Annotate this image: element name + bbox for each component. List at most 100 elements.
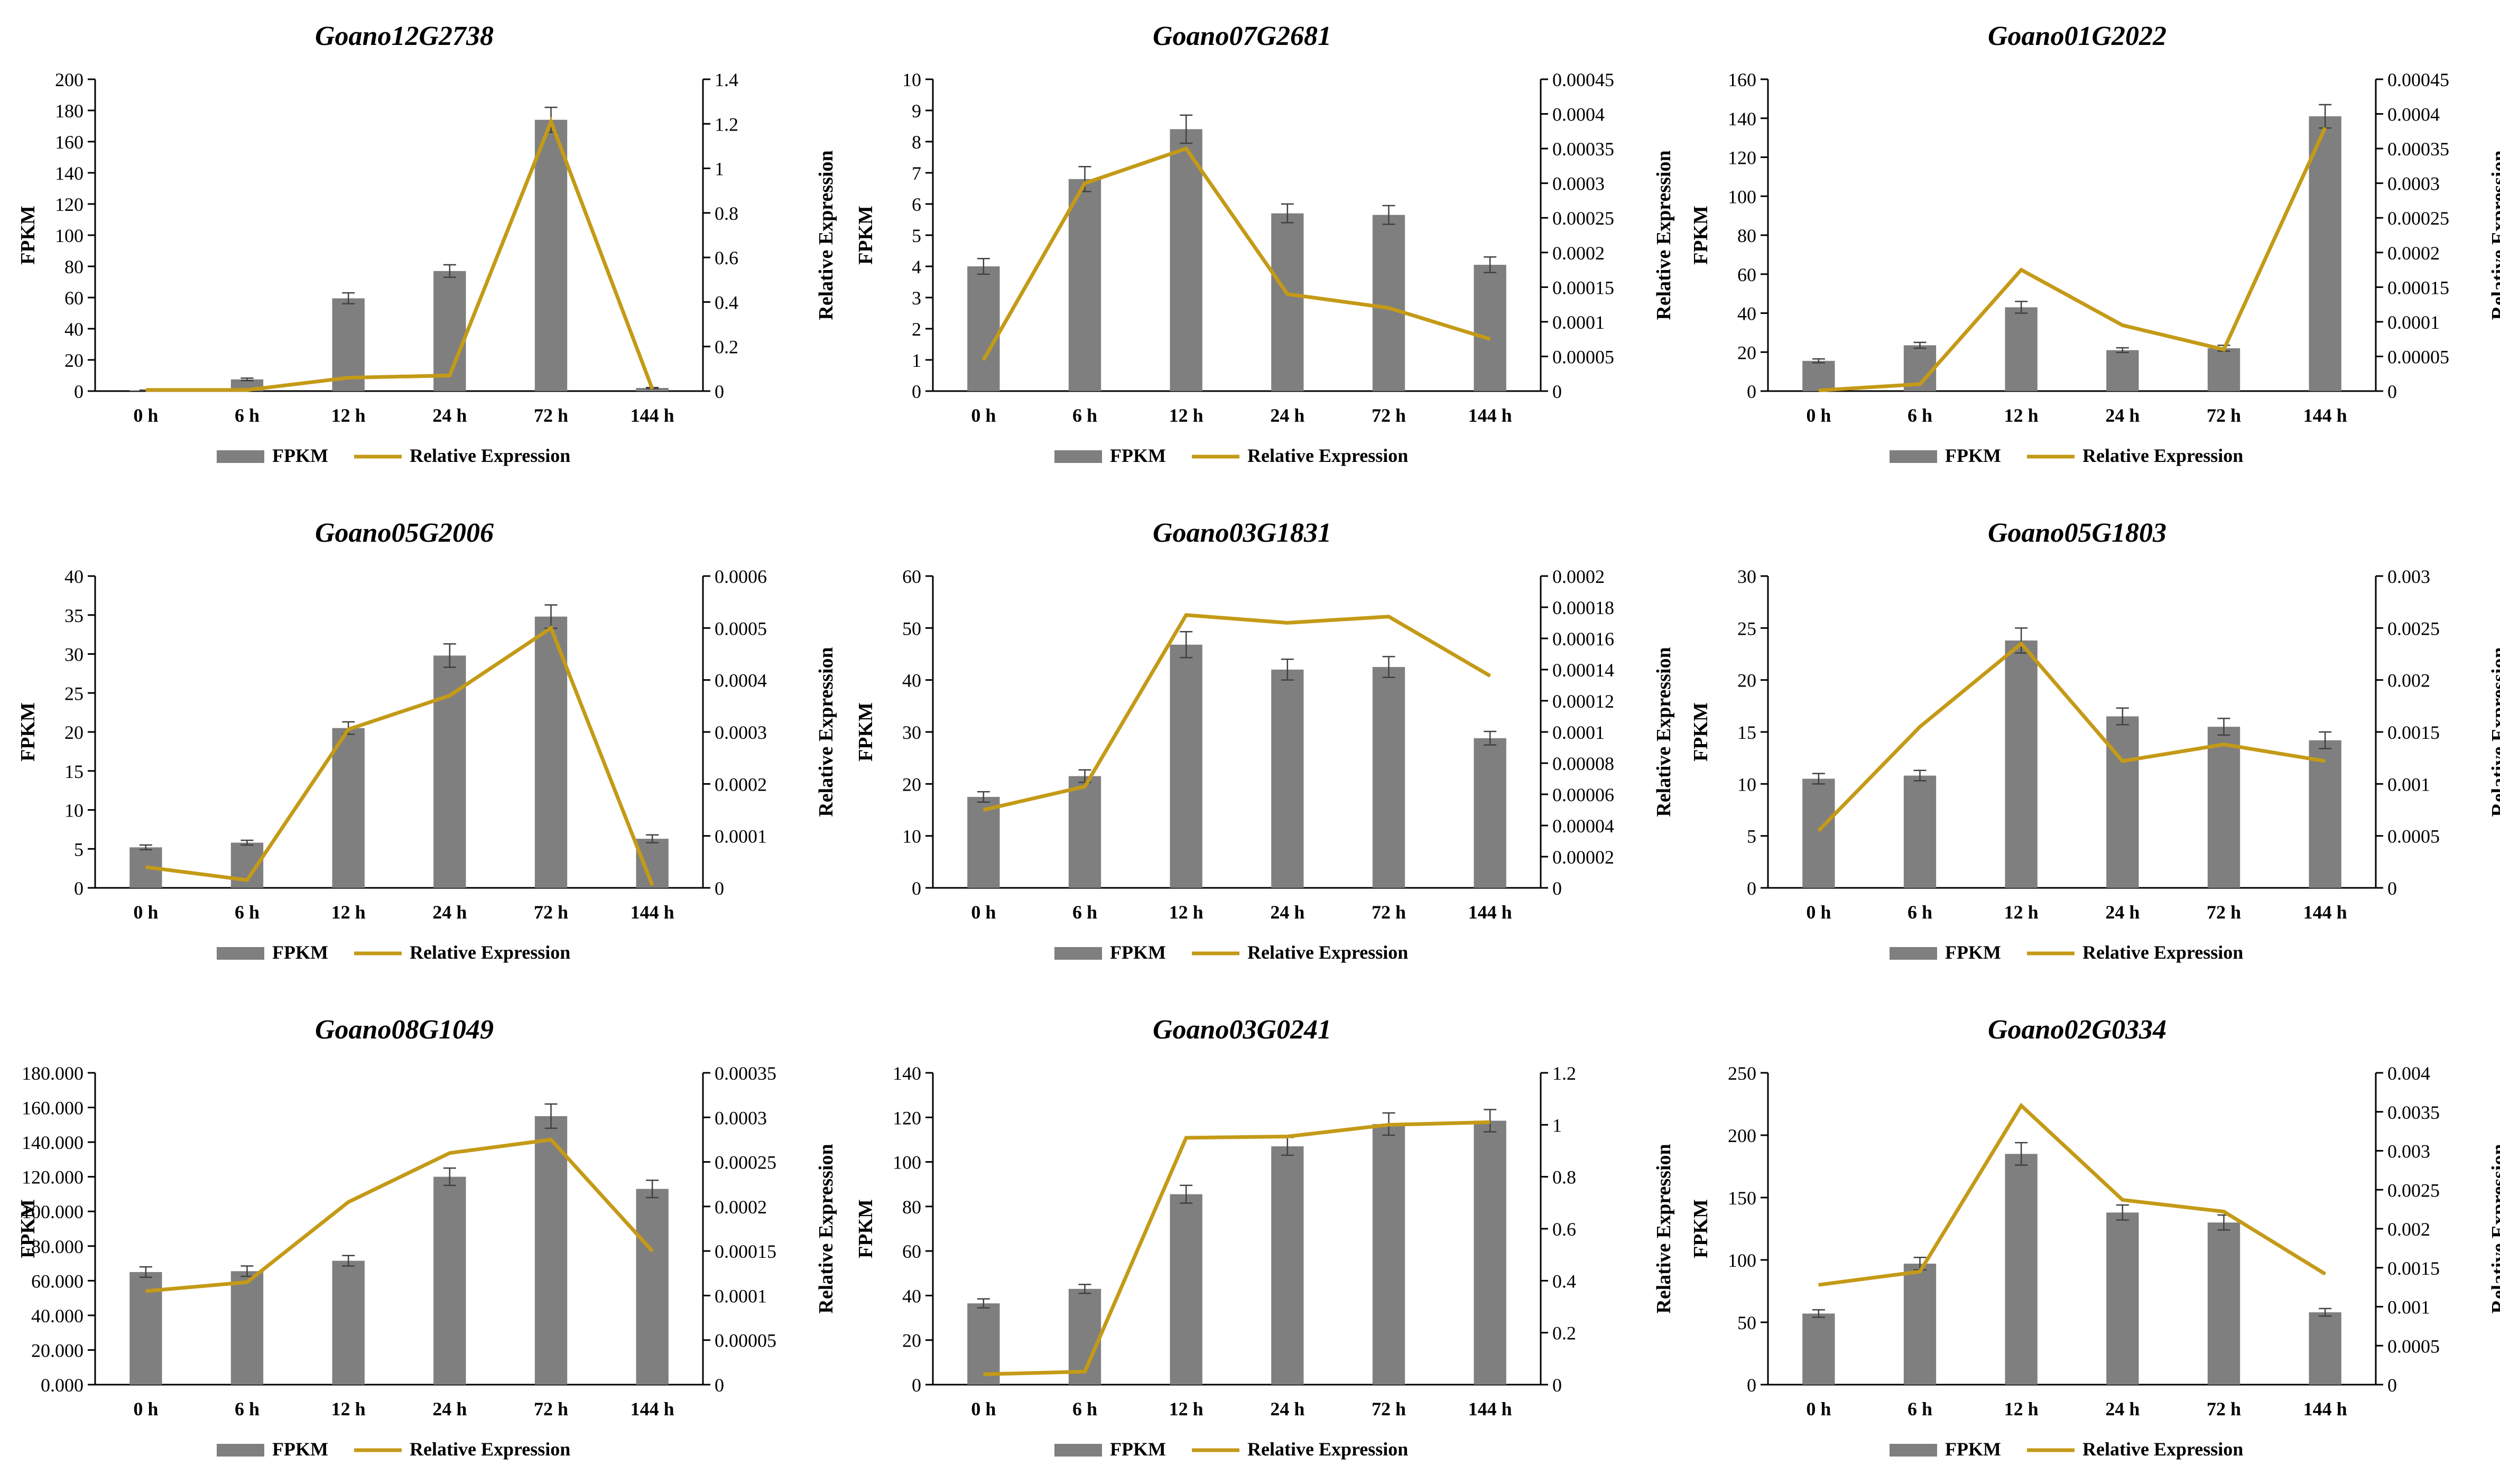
- bar-0h: [1802, 778, 1835, 888]
- y-axis-label: FPKM: [1690, 702, 1712, 762]
- relative-expression-line: [983, 613, 1491, 812]
- right-tick-label: 0.0004: [2387, 104, 2440, 125]
- bar-6h: [1068, 776, 1101, 888]
- right-tick-label: 0.001: [2387, 1297, 2430, 1318]
- left-tick-label: 60: [64, 287, 84, 309]
- line-point-0h: [1818, 389, 1819, 391]
- x-tick-label: 6 h: [1072, 902, 1097, 923]
- bar-24h: [2106, 1212, 2139, 1385]
- x-tick-label: 6 h: [1072, 405, 1097, 426]
- left-tick-label: 20: [64, 722, 84, 743]
- right-tick-label: 0.0002: [1552, 243, 1605, 264]
- relative-expression-line: [1818, 1102, 2327, 1287]
- line-point-24h: [449, 695, 450, 697]
- bar-6h: [230, 1271, 264, 1385]
- left-tick-label: 9: [912, 100, 921, 122]
- line-point-144h: [652, 885, 653, 886]
- y2-axis-label: Relative Expression: [1653, 647, 1675, 817]
- right-tick-label: 0: [1552, 381, 1562, 402]
- x-tick-label: 24 h: [1270, 1398, 1304, 1420]
- right-tick-label: 0.0005: [715, 618, 767, 639]
- left-tick-label: 120.000: [22, 1167, 84, 1188]
- x-tick-label: 0 h: [1806, 902, 1831, 923]
- left-tick-label: 100: [1728, 1250, 1756, 1271]
- line-point-6h: [246, 1282, 248, 1283]
- left-tick-label: 30: [64, 644, 84, 665]
- line-point-12h: [1186, 1137, 1187, 1138]
- right-tick-label: 0.0025: [2387, 618, 2440, 639]
- x-tick-label: 72 h: [1372, 902, 1406, 923]
- right-tick-label: 1.4: [715, 69, 738, 90]
- x-tick-label: 144 h: [2303, 405, 2347, 426]
- right-tick-label: 0.0002: [715, 1197, 767, 1218]
- left-tick-label: 6: [912, 194, 921, 215]
- line-point-144h: [1489, 338, 1491, 340]
- line-point-72h: [550, 627, 552, 629]
- legend-fpkm-swatch: [1054, 947, 1102, 960]
- right-tick-label: 0.00008: [1552, 753, 1614, 774]
- chart-title: Goano07G2681: [1153, 21, 1331, 51]
- left-tick-label: 20.000: [31, 1340, 84, 1361]
- right-tick-label: 0: [715, 1375, 724, 1396]
- bar-12h: [332, 728, 365, 888]
- right-tick-label: 1: [715, 159, 724, 180]
- left-tick-label: 0: [912, 381, 921, 402]
- right-tick-label: 0.2: [715, 337, 738, 358]
- left-tick-label: 140: [893, 1063, 921, 1084]
- left-tick-label: 140: [55, 163, 84, 184]
- right-tick-label: 0.003: [2387, 566, 2430, 587]
- bar-12h: [2005, 640, 2038, 888]
- left-tick-label: 160: [55, 132, 84, 153]
- right-tick-label: 0: [715, 381, 724, 402]
- left-tick-label: 25: [1737, 618, 1756, 639]
- chart-panel-7: Goano08G10490.00020.00040.00060.00080.00…: [17, 1015, 837, 1460]
- x-tick-label: 24 h: [432, 1398, 467, 1420]
- right-tick-label: 0.00035: [1552, 138, 1614, 160]
- legend-fpkm-swatch: [217, 1444, 264, 1457]
- relative-expression-line: [145, 116, 654, 392]
- right-tick-label: 0.0001: [1552, 722, 1605, 743]
- right-tick-label: 0.0035: [2387, 1102, 2440, 1123]
- x-tick-label: 6 h: [1908, 902, 1932, 923]
- legend-fpkm-label: FPKM: [272, 942, 328, 963]
- right-tick-label: 0.00015: [1552, 277, 1614, 298]
- left-tick-label: 160: [1728, 69, 1756, 90]
- line-point-144h: [652, 1250, 653, 1252]
- left-tick-label: 80.000: [31, 1236, 84, 1257]
- x-tick-label: 24 h: [432, 902, 467, 923]
- line-point-6h: [1919, 726, 1921, 728]
- bar-24h: [1271, 213, 1304, 391]
- line-point-12h: [2021, 1105, 2022, 1106]
- right-tick-label: 0: [1552, 1375, 1562, 1396]
- chart-panel-6: Goano05G1803 0 5 10 15 20 25 30 0 0.0005 0.001 0.00…: [1690, 518, 2500, 963]
- chart-panel-3: Goano01G2022 0 20 40 60 80 100 120 140 160 0 0.0000…: [1690, 21, 2500, 466]
- x-tick-label: 12 h: [2004, 405, 2039, 426]
- legend-fpkm-swatch: [217, 947, 264, 960]
- bar-144h: [2309, 116, 2341, 391]
- legend-fpkm-label: FPKM: [1110, 942, 1166, 963]
- left-tick-label: 160.000: [22, 1098, 84, 1119]
- left-tick-label: 200: [55, 69, 84, 90]
- left-tick-label: 100: [893, 1152, 921, 1173]
- line-point-12h: [2021, 269, 2022, 271]
- legend-fpkm-swatch: [217, 450, 264, 463]
- right-tick-label: 0.00005: [2387, 346, 2449, 367]
- x-tick-label: 0 h: [971, 902, 996, 923]
- y2-axis-label: Relative Expression: [815, 647, 837, 817]
- left-tick-label: 4: [912, 256, 921, 277]
- line-point-0h: [145, 1291, 146, 1292]
- y-axis-label: FPKM: [1690, 206, 1712, 265]
- bar-24h: [433, 1176, 466, 1385]
- left-tick-label: 100: [55, 225, 84, 246]
- right-tick-label: 0.00014: [1552, 660, 1614, 681]
- right-tick-label: 0: [2387, 1375, 2397, 1396]
- right-tick-label: 0.00005: [1552, 346, 1614, 367]
- bar-0h: [1802, 360, 1835, 391]
- y-axis-label: FPKM: [17, 702, 39, 762]
- right-tick-label: 0.0015: [2387, 722, 2440, 743]
- y2-axis-label: Relative Expression: [1653, 150, 1675, 320]
- line-point-144h: [2325, 760, 2326, 762]
- x-tick-label: 144 h: [1468, 902, 1512, 923]
- right-tick-label: 0.00006: [1552, 784, 1614, 805]
- bar-72h: [1372, 1124, 1405, 1385]
